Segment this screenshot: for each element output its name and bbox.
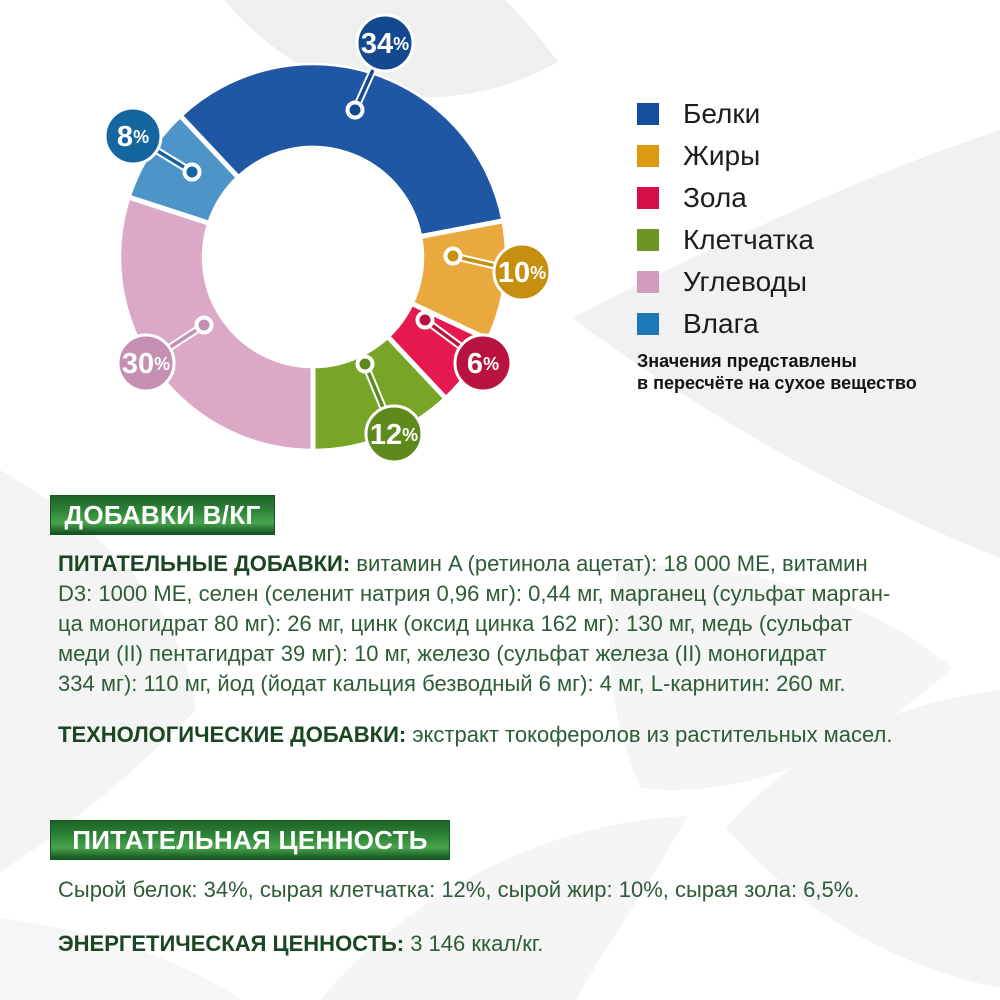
- legend-swatch: [637, 103, 659, 125]
- technological-additives-paragraph: ТЕХНОЛОГИЧЕСКИЕ ДОБАВКИ: экстракт токофе…: [58, 720, 993, 750]
- legend-swatch: [637, 229, 659, 251]
- callout-dot: [355, 354, 375, 374]
- callout-dot: [194, 315, 214, 335]
- callout-dot: [415, 310, 435, 330]
- legend-item: Углеводы: [637, 268, 814, 296]
- legend-item: Жиры: [637, 142, 814, 170]
- callout-dot: [182, 162, 202, 182]
- legend-label: Углеводы: [683, 266, 808, 297]
- donut-hole: [203, 147, 423, 367]
- legend-item: Зола: [637, 184, 814, 212]
- callout-bubble: [453, 333, 513, 393]
- energy-text: 3 146 ккал/кг.: [404, 931, 544, 956]
- legend-label: Белки: [683, 98, 761, 129]
- energy-line: ЭНЕРГЕТИЧЕСКАЯ ЦЕННОСТЬ: 3 146 ккал/кг.: [58, 929, 993, 959]
- legend-label: Влага: [683, 308, 759, 339]
- callout-bubble: [116, 333, 176, 393]
- legend-item: Белки: [637, 100, 814, 128]
- nutritional-additives-label: ПИТАТЕЛЬНЫЕ ДОБАВКИ:: [58, 551, 351, 576]
- technological-additives-text: экстракт токоферолов из растительных мас…: [406, 722, 893, 747]
- section-header-additives: ДОБАВКИ В/КГ: [50, 495, 275, 535]
- callout-bubble: [364, 404, 424, 464]
- callout-bubble: [355, 13, 415, 73]
- legend-label: Жиры: [683, 140, 761, 171]
- chart-legend: Белки Жиры Зола Клетчатка Углеводы Влага: [637, 100, 814, 338]
- legend-item: Влага: [637, 310, 814, 338]
- nutritional-additives-text: витамин A (ретинола ацетат): 18 000 МЕ, …: [58, 551, 891, 696]
- callout-value-label: 8%: [117, 121, 149, 153]
- technological-additives-label: ТЕХНОЛОГИЧЕСКИЕ ДОБАВКИ:: [58, 722, 407, 747]
- legend-swatch: [637, 145, 659, 167]
- legend-swatch: [637, 187, 659, 209]
- legend-swatch: [637, 313, 659, 335]
- legend-swatch: [637, 271, 659, 293]
- callout-bubble: [103, 106, 163, 166]
- section-header-nutritional-value: ПИТАТЕЛЬНАЯ ЦЕННОСТЬ: [50, 820, 450, 860]
- callout-value-label: 30%: [122, 348, 170, 380]
- legend-label: Клетчатка: [683, 224, 814, 255]
- callout-dot: [443, 246, 463, 266]
- energy-label: ЭНЕРГЕТИЧЕСКАЯ ЦЕННОСТЬ:: [58, 931, 405, 956]
- legend-item: Клетчатка: [637, 226, 814, 254]
- callout-dot: [345, 100, 365, 120]
- callout-value-label: 34%: [361, 28, 409, 60]
- callout-value-label: 10%: [498, 257, 546, 289]
- callout-bubble: [492, 242, 552, 302]
- callout-value-label: 6%: [467, 348, 499, 380]
- analysis-line: Сырой белок: 34%, сырая клетчатка: 12%, …: [58, 877, 860, 902]
- chart-note: Значения представлены в пересчёте на сух…: [637, 351, 917, 393]
- donut-chart: 34% 10% 6% 12% 30% 8%: [103, 13, 552, 464]
- legend-label: Зола: [683, 182, 747, 213]
- nutritional-additives-paragraph: ПИТАТЕЛЬНЫЕ ДОБАВКИ: витамин A (ретинола…: [58, 549, 993, 699]
- callout-value-label: 12%: [370, 419, 418, 451]
